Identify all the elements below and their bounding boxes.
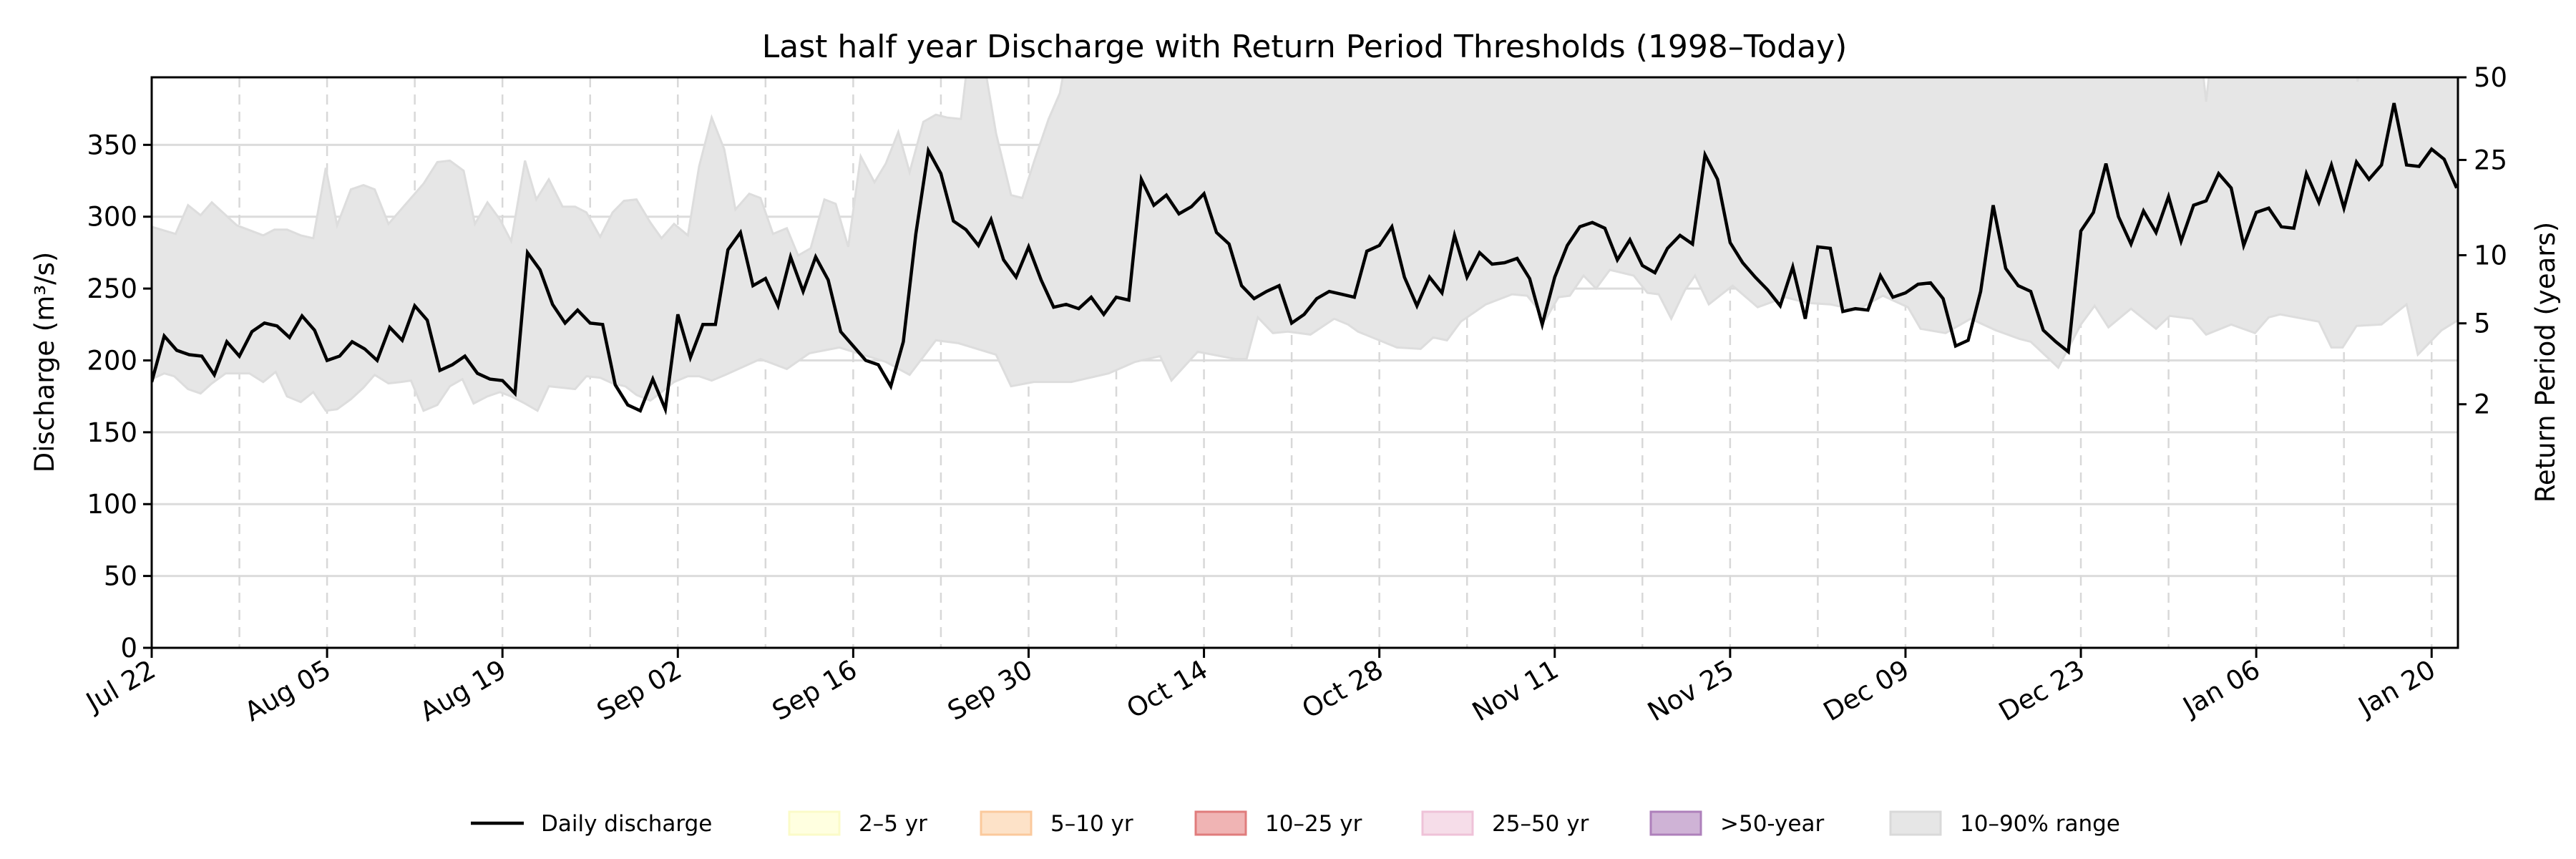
legend-item: Daily discharge [471, 811, 712, 837]
y-tick-label: 0 [120, 633, 137, 664]
x-tick-label: Dec 23 [1994, 654, 2089, 727]
y-tick-label: 250 [87, 273, 137, 304]
series-layer [152, 102, 2458, 416]
y-tick-label: 200 [87, 345, 137, 376]
y2-tick-label: 25 [2474, 145, 2507, 175]
x-tick-label: Aug 05 [240, 654, 336, 728]
x-tick-label: Sep 30 [942, 654, 1038, 727]
legend-item: 25–50 yr [1421, 810, 1589, 837]
y-tick-label: 300 [87, 202, 137, 233]
legend-patch-swatch [1649, 810, 1702, 836]
x-tick-label: Sep 02 [592, 654, 687, 727]
daily-discharge-line [152, 102, 2458, 416]
x-tick-label: Jul 22 [80, 654, 161, 719]
plot-frame [150, 76, 2459, 649]
legend-label: 10–90% range [1960, 811, 2120, 837]
x-tick-label: Aug 19 [415, 654, 512, 728]
legend-patch-swatch [1421, 810, 1474, 836]
x-tick-label: Jan 20 [2352, 654, 2441, 723]
legend-label: 5–10 yr [1050, 811, 1133, 837]
legend-patch-swatch [980, 810, 1033, 836]
range-band-layer [152, 77, 2458, 412]
y2-tick-label: 2 [2474, 389, 2491, 420]
x-tick-label: Jan 06 [2177, 654, 2265, 723]
legend: Daily discharge 2–5 yr 5–10 yr 10–25 yr 25–5… [471, 810, 2120, 837]
x-tick-label: Oct 14 [1121, 654, 1213, 725]
y-tick-label: 50 [104, 561, 137, 592]
legend-item: 10–90% range [1889, 810, 2120, 837]
legend-item: 5–10 yr [980, 810, 1133, 837]
legend-item: 10–25 yr [1194, 810, 1362, 837]
legend-label: >50-year [1720, 811, 1824, 837]
x-tick-label: Nov 25 [1642, 654, 1739, 728]
legend-patch-swatch [788, 810, 841, 836]
y2-tick-label: 50 [2474, 62, 2507, 93]
legend-item: 2–5 yr [788, 810, 927, 837]
y-axis-label: Discharge (m³/s) [29, 252, 60, 473]
y-tick-label: 150 [87, 417, 137, 448]
legend-label: Daily discharge [541, 811, 712, 837]
y2-tick-label: 10 [2474, 241, 2507, 271]
chart-title: Last half year Discharge with Return Per… [762, 29, 1848, 65]
x-tick-label: Oct 28 [1297, 654, 1388, 725]
legend-patch-swatch [1194, 810, 1247, 836]
legend-label: 2–5 yr [859, 811, 927, 837]
range-band-10-90 [152, 77, 2458, 412]
legend-item: >50-year [1649, 810, 1824, 837]
y-tick-label: 100 [87, 489, 137, 520]
x-tick-label: Sep 16 [767, 654, 862, 727]
y2-tick-label: 5 [2474, 309, 2491, 339]
y2-axis-label: Return Period (years) [2530, 222, 2561, 503]
legend-label: 10–25 yr [1265, 811, 1362, 837]
legend-label: 25–50 yr [1492, 811, 1589, 837]
y-tick-label: 350 [87, 130, 137, 160]
legend-patch-swatch [1889, 810, 1942, 836]
x-tick-label: Nov 11 [1467, 654, 1563, 728]
x-tick-label: Dec 09 [1818, 654, 1914, 727]
